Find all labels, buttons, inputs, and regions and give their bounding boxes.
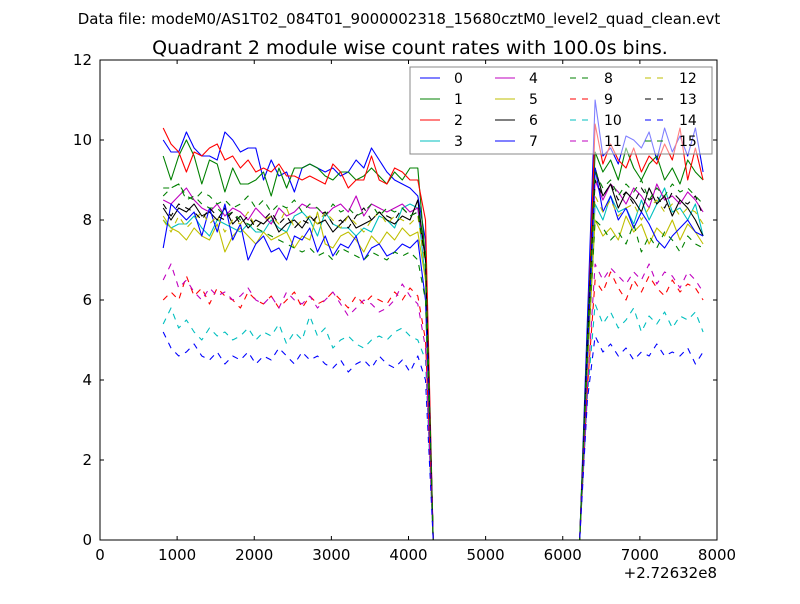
y-tick-label: 4 bbox=[82, 371, 92, 389]
legend-label-0: 0 bbox=[454, 71, 463, 87]
legend-label-12: 12 bbox=[679, 71, 697, 87]
y-tick-label: 12 bbox=[73, 51, 92, 69]
legend-label-11: 11 bbox=[604, 134, 622, 150]
legend-label-15: 15 bbox=[679, 134, 697, 150]
series-line-6 bbox=[162, 167, 704, 540]
legend-label-2: 2 bbox=[454, 113, 463, 129]
legend-frame bbox=[409, 66, 713, 155]
series-line-14 bbox=[162, 331, 704, 540]
legend-label-4: 4 bbox=[529, 71, 538, 87]
legend-label-14: 14 bbox=[679, 113, 697, 129]
series-line-7 bbox=[162, 167, 704, 540]
y-tick-label: 0 bbox=[82, 531, 92, 549]
x-tick-label: 2000 bbox=[235, 546, 273, 564]
series-line-5 bbox=[162, 211, 704, 540]
chart-title: Quadrant 2 module wise count rates with … bbox=[152, 37, 668, 59]
legend-label-1: 1 bbox=[454, 92, 463, 108]
series-line-15 bbox=[162, 171, 704, 540]
legend-label-6: 6 bbox=[529, 113, 538, 129]
axis-ticks: 0 1000 2000 3000 4000 5000 6000 7000 80000246810… bbox=[73, 51, 736, 564]
x-tick-label: 1000 bbox=[158, 546, 196, 564]
series-line-4 bbox=[162, 179, 704, 540]
legend-label-8: 8 bbox=[604, 71, 613, 87]
x-tick-label: 8000 bbox=[698, 546, 736, 564]
x-offset-text: +2.72632e8 bbox=[624, 564, 717, 582]
legend-label-7: 7 bbox=[529, 134, 538, 150]
legend-label-9: 9 bbox=[604, 92, 613, 108]
series-layer bbox=[162, 99, 704, 540]
series-line-8 bbox=[163, 183, 704, 540]
legend-label-3: 3 bbox=[454, 134, 463, 150]
series-line-10 bbox=[162, 303, 704, 540]
x-tick-label: 7000 bbox=[621, 546, 659, 564]
y-tick-label: 2 bbox=[82, 451, 92, 469]
y-tick-label: 8 bbox=[82, 211, 92, 229]
series-line-13 bbox=[162, 179, 704, 540]
legend-label-10: 10 bbox=[604, 113, 622, 129]
legend-label-5: 5 bbox=[529, 92, 538, 108]
series-line-1 bbox=[162, 139, 704, 540]
y-tick-label: 6 bbox=[82, 291, 92, 309]
series-line-11 bbox=[162, 263, 704, 540]
legend-label-13: 13 bbox=[679, 92, 697, 108]
series-line-3 bbox=[162, 187, 704, 540]
data-file-suptitle: Data file: modeM0/AS1T02_084T01_90000023… bbox=[78, 10, 721, 29]
series-line-12 bbox=[162, 195, 704, 540]
x-tick-label: 0 bbox=[95, 546, 105, 564]
x-tick-label: 6000 bbox=[544, 546, 582, 564]
x-tick-label: 5000 bbox=[467, 546, 505, 564]
x-tick-label: 4000 bbox=[389, 546, 427, 564]
series-line-9 bbox=[162, 271, 704, 540]
x-tick-label: 3000 bbox=[312, 546, 350, 564]
y-tick-label: 10 bbox=[73, 131, 92, 149]
